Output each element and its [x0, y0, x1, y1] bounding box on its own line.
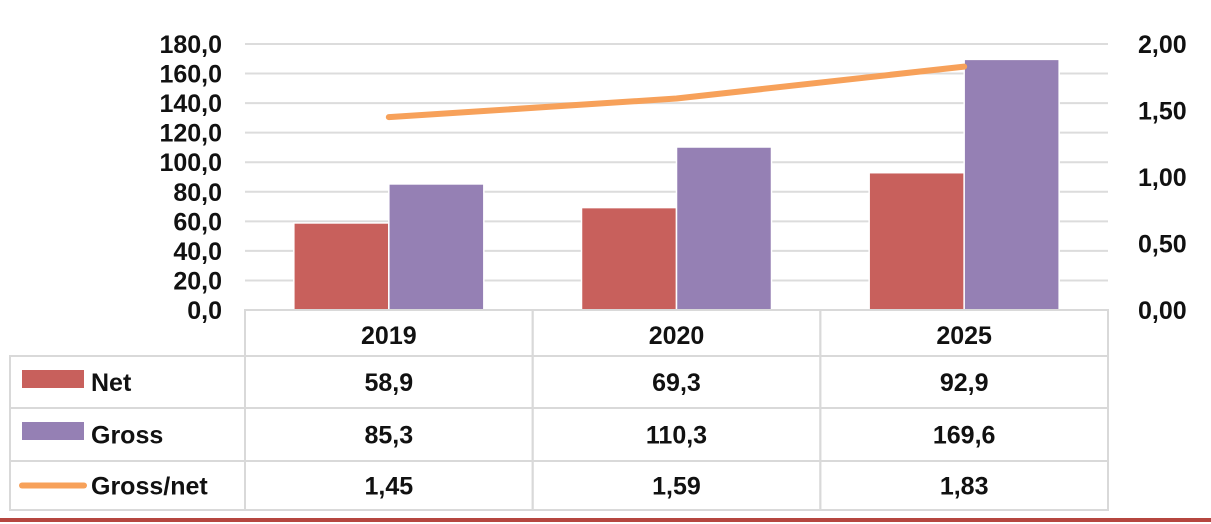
data-label: 69,3: [652, 369, 701, 397]
data-label: 1,59: [652, 473, 701, 501]
line-gross-net: [385, 63, 968, 121]
right-tick-label: 2,00: [1138, 31, 1187, 59]
bottom-rule: [0, 518, 1211, 522]
category-label: 2025: [936, 322, 992, 350]
data-label: 58,9: [364, 369, 413, 397]
left-tick-label: 0,0: [187, 297, 222, 325]
right-tick-label: 1,50: [1138, 98, 1187, 126]
left-tick-label: 60,0: [173, 208, 222, 236]
data-table: 2019 2020 2025 Net 58,9 69,3 92,9 Gross 85,3 110,…: [9, 309, 1109, 511]
data-label: 1,83: [940, 473, 989, 501]
data-label: 1,45: [364, 473, 413, 501]
category-label: 2019: [361, 322, 417, 350]
data-label: 169,6: [933, 422, 996, 450]
legend-label: Gross/net: [91, 473, 208, 501]
legend-swatch: [22, 422, 84, 440]
left-tick-label: 80,0: [173, 179, 222, 207]
bar-gross: [963, 58, 1060, 311]
bar-net: [293, 222, 390, 311]
bar-net: [868, 171, 965, 311]
left-tick-label: 160,0: [159, 61, 222, 89]
left-tick-label: 40,0: [173, 238, 222, 266]
legend-label: Net: [91, 369, 132, 397]
left-tick-label: 100,0: [159, 149, 222, 177]
data-label: 110,3: [646, 422, 707, 450]
right-tick-label: 1,00: [1138, 164, 1187, 192]
right-tick-label: 0,00: [1138, 297, 1187, 325]
bar-net: [580, 206, 678, 311]
bar-gross: [388, 183, 485, 311]
left-tick-label: 140,0: [159, 90, 222, 118]
left-tick-label: 120,0: [159, 120, 222, 148]
table-cell: [819, 460, 1109, 511]
legend-label: Gross: [91, 422, 163, 450]
right-tick-label: 0,50: [1138, 231, 1187, 259]
right-axis: 0,00 0,50 1,00 1,50 2,00: [1138, 31, 1187, 325]
legend-swatch: [22, 370, 84, 388]
bar-gross: [675, 146, 773, 311]
ratio-line: [385, 63, 968, 121]
data-label: 92,9: [940, 369, 989, 397]
data-label: 85,3: [364, 422, 413, 450]
left-tick-label: 180,0: [159, 31, 222, 59]
category-label: 2020: [649, 322, 705, 350]
left-tick-label: 20,0: [173, 267, 222, 295]
left-axis: 0,020,040,060,080,0100,0120,0140,0160,01…: [159, 31, 222, 325]
